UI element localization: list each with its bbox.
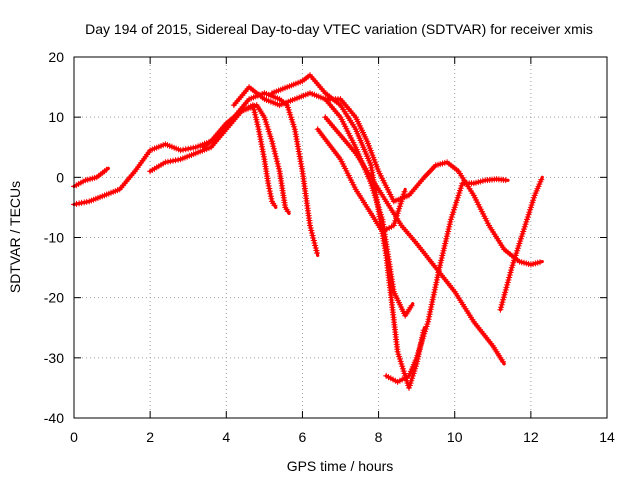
series-markers-trace-8 — [322, 114, 506, 365]
y-axis-label: SDTVAR / TECUs — [7, 181, 23, 293]
x-tick-labels: 0 2 4 6 8 10 12 14 — [70, 429, 615, 445]
y-tick-label: -40 — [44, 410, 64, 426]
y-tick-label: 20 — [48, 49, 64, 65]
y-tick-label: -10 — [44, 230, 64, 246]
x-tick-label: 8 — [375, 429, 383, 445]
y-tick-label: 0 — [56, 169, 64, 185]
x-tick-label: 0 — [70, 429, 78, 445]
chart-title: Day 194 of 2015, Sidereal Day-to-day VTE… — [85, 21, 593, 37]
grid-lines — [74, 57, 607, 418]
x-tick-label: 4 — [222, 429, 230, 445]
series-markers-trace-7 — [314, 126, 408, 235]
series-markers-trace-4 — [200, 90, 320, 256]
x-axis-label: GPS time / hours — [287, 458, 394, 474]
y-tick-label: -20 — [44, 290, 64, 306]
data-series — [71, 72, 545, 391]
x-tick-label: 6 — [299, 429, 307, 445]
x-tick-label: 10 — [447, 429, 463, 445]
x-tick-label: 12 — [523, 429, 539, 445]
y-tick-label: -30 — [44, 350, 64, 366]
series-markers-trace-6 — [269, 72, 427, 391]
y-tick-labels: 20 10 0 -10 -20 -30 -40 — [44, 49, 64, 426]
x-tick-label: 2 — [146, 429, 154, 445]
axis-ticks — [73, 56, 608, 419]
series-markers-trace-10 — [383, 176, 509, 385]
series-markers-trace-11 — [497, 176, 545, 313]
x-tick-label: 14 — [599, 429, 615, 445]
y-tick-label: 10 — [48, 109, 64, 125]
